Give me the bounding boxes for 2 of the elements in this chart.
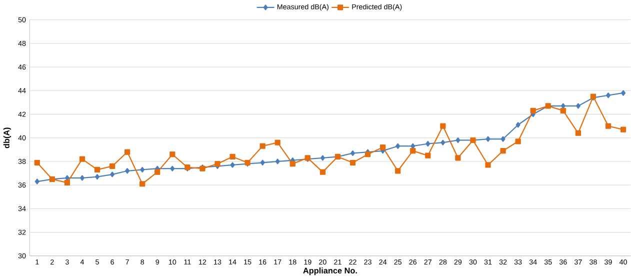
y-axis-title: db(A): [3, 128, 12, 148]
x-axis-title: Appliance No.: [303, 268, 357, 276]
